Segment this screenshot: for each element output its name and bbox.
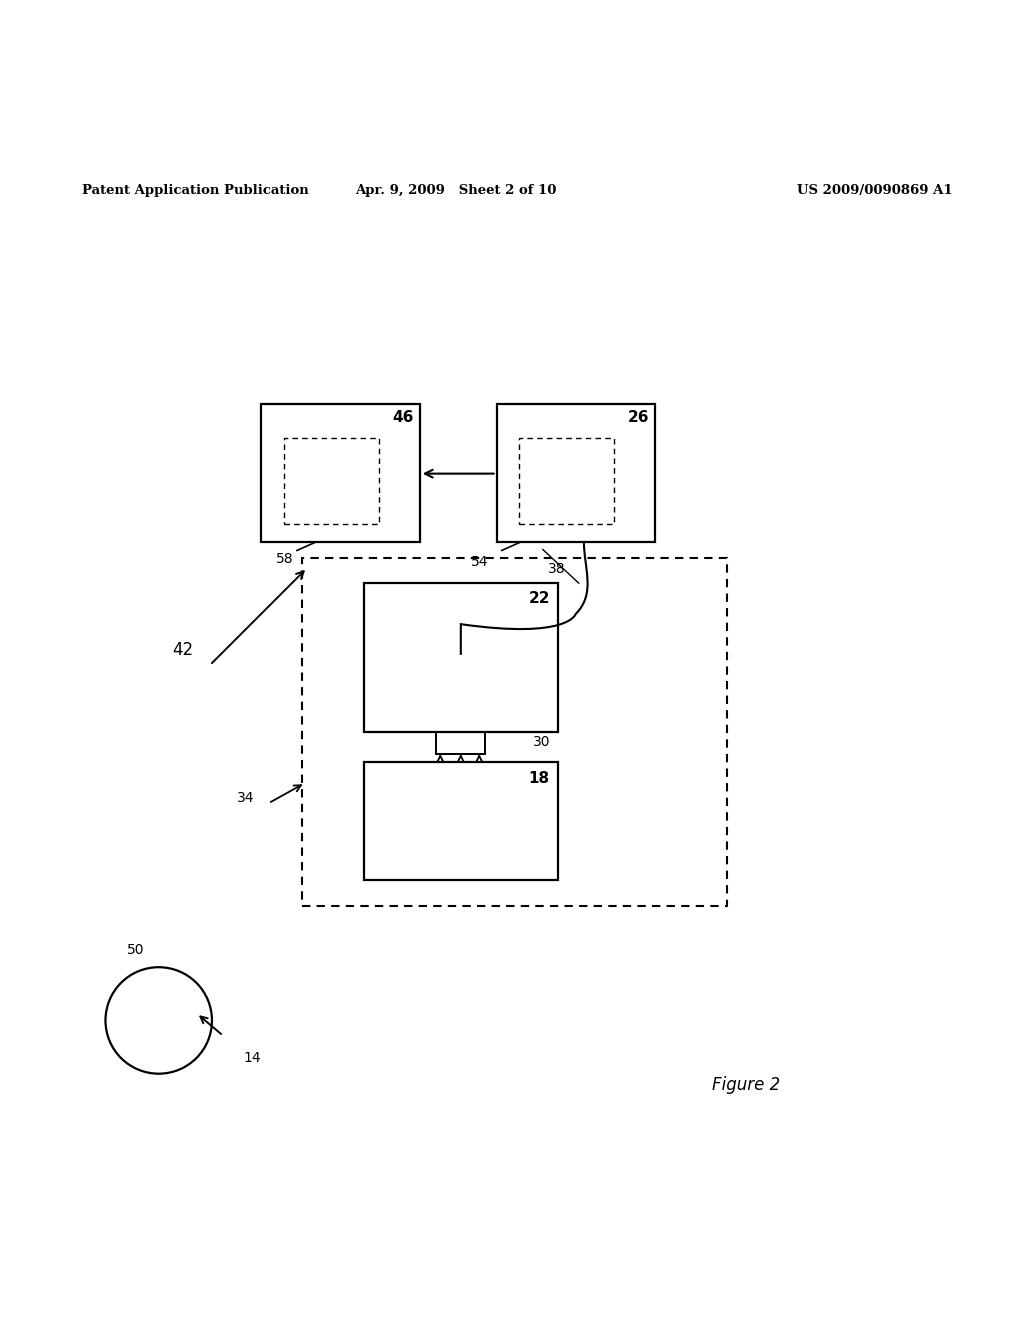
Text: 26: 26	[628, 411, 649, 425]
Text: 42: 42	[172, 640, 194, 659]
Text: 58: 58	[275, 553, 294, 566]
Text: Figure 2: Figure 2	[712, 1076, 780, 1094]
Text: 46: 46	[392, 411, 414, 425]
Text: 38: 38	[548, 562, 565, 576]
Text: US 2009/0090869 A1: US 2009/0090869 A1	[797, 183, 952, 197]
Text: 50: 50	[127, 942, 144, 957]
Text: 14: 14	[244, 1051, 261, 1065]
Text: 18: 18	[528, 771, 550, 785]
Text: 34: 34	[237, 791, 254, 805]
Text: 30: 30	[532, 735, 550, 748]
Text: Apr. 9, 2009   Sheet 2 of 10: Apr. 9, 2009 Sheet 2 of 10	[355, 183, 556, 197]
Text: 54: 54	[470, 554, 488, 569]
Text: 22: 22	[528, 591, 550, 606]
Text: Patent Application Publication: Patent Application Publication	[82, 183, 308, 197]
